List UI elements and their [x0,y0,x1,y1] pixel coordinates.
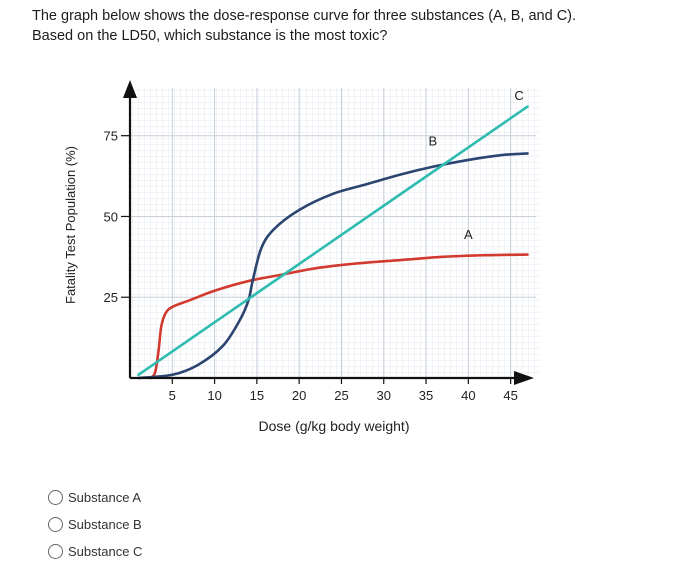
y-axis-arrow-icon [123,80,137,98]
option-substance-c[interactable]: Substance C [48,538,142,565]
option-label: Substance C [68,544,143,559]
annotations-layer: A B C [428,88,523,242]
x-axis-label: Dose (g/kg body weight) [259,418,410,434]
option-label: Substance B [68,517,142,532]
question-line-1: The graph below shows the dose-response … [32,8,577,24]
x-tick-label: 40 [461,388,475,403]
plot-grid-background [128,88,540,378]
gridlines [130,88,536,378]
radio-circle-icon[interactable] [48,544,63,559]
radio-circle-icon[interactable] [48,490,63,505]
curve-label-b: B [428,133,437,148]
series-line-c [137,105,529,377]
axes-layer [123,80,534,385]
series-layer [137,105,529,380]
option-substance-a[interactable]: Substance A [48,484,142,511]
x-tick-label: 5 [169,388,176,403]
x-tick-label: 30 [377,388,391,403]
y-tick-label: 25 [104,290,118,305]
option-substance-b[interactable]: Substance B [48,511,142,538]
x-tick-label: 35 [419,388,433,403]
question-line-2: Based on the LD50, which substance is th… [32,28,388,44]
radio-circle-icon[interactable] [48,517,63,532]
x-tick-label: 10 [207,388,221,403]
x-tick-label: 15 [250,388,264,403]
curve-label-a: A [464,227,473,242]
question-text: The graph below shows the dose-response … [32,6,672,46]
x-tick-label: 20 [292,388,306,403]
y-tick-label: 50 [104,209,118,224]
series-line-a [149,253,529,380]
option-label: Substance A [68,490,141,505]
ticks-layer: 5 10 15 20 25 30 35 40 45 25 50 75 [104,129,518,403]
x-tick-label: 45 [503,388,517,403]
x-axis-arrow-icon [514,371,534,385]
answer-options: Substance A Substance B Substance C [48,484,142,565]
y-tick-label: 75 [104,129,118,144]
y-axis-label: Fatality Test Population (%) [63,146,78,304]
curve-label-c: C [514,88,523,103]
x-tick-label: 25 [334,388,348,403]
